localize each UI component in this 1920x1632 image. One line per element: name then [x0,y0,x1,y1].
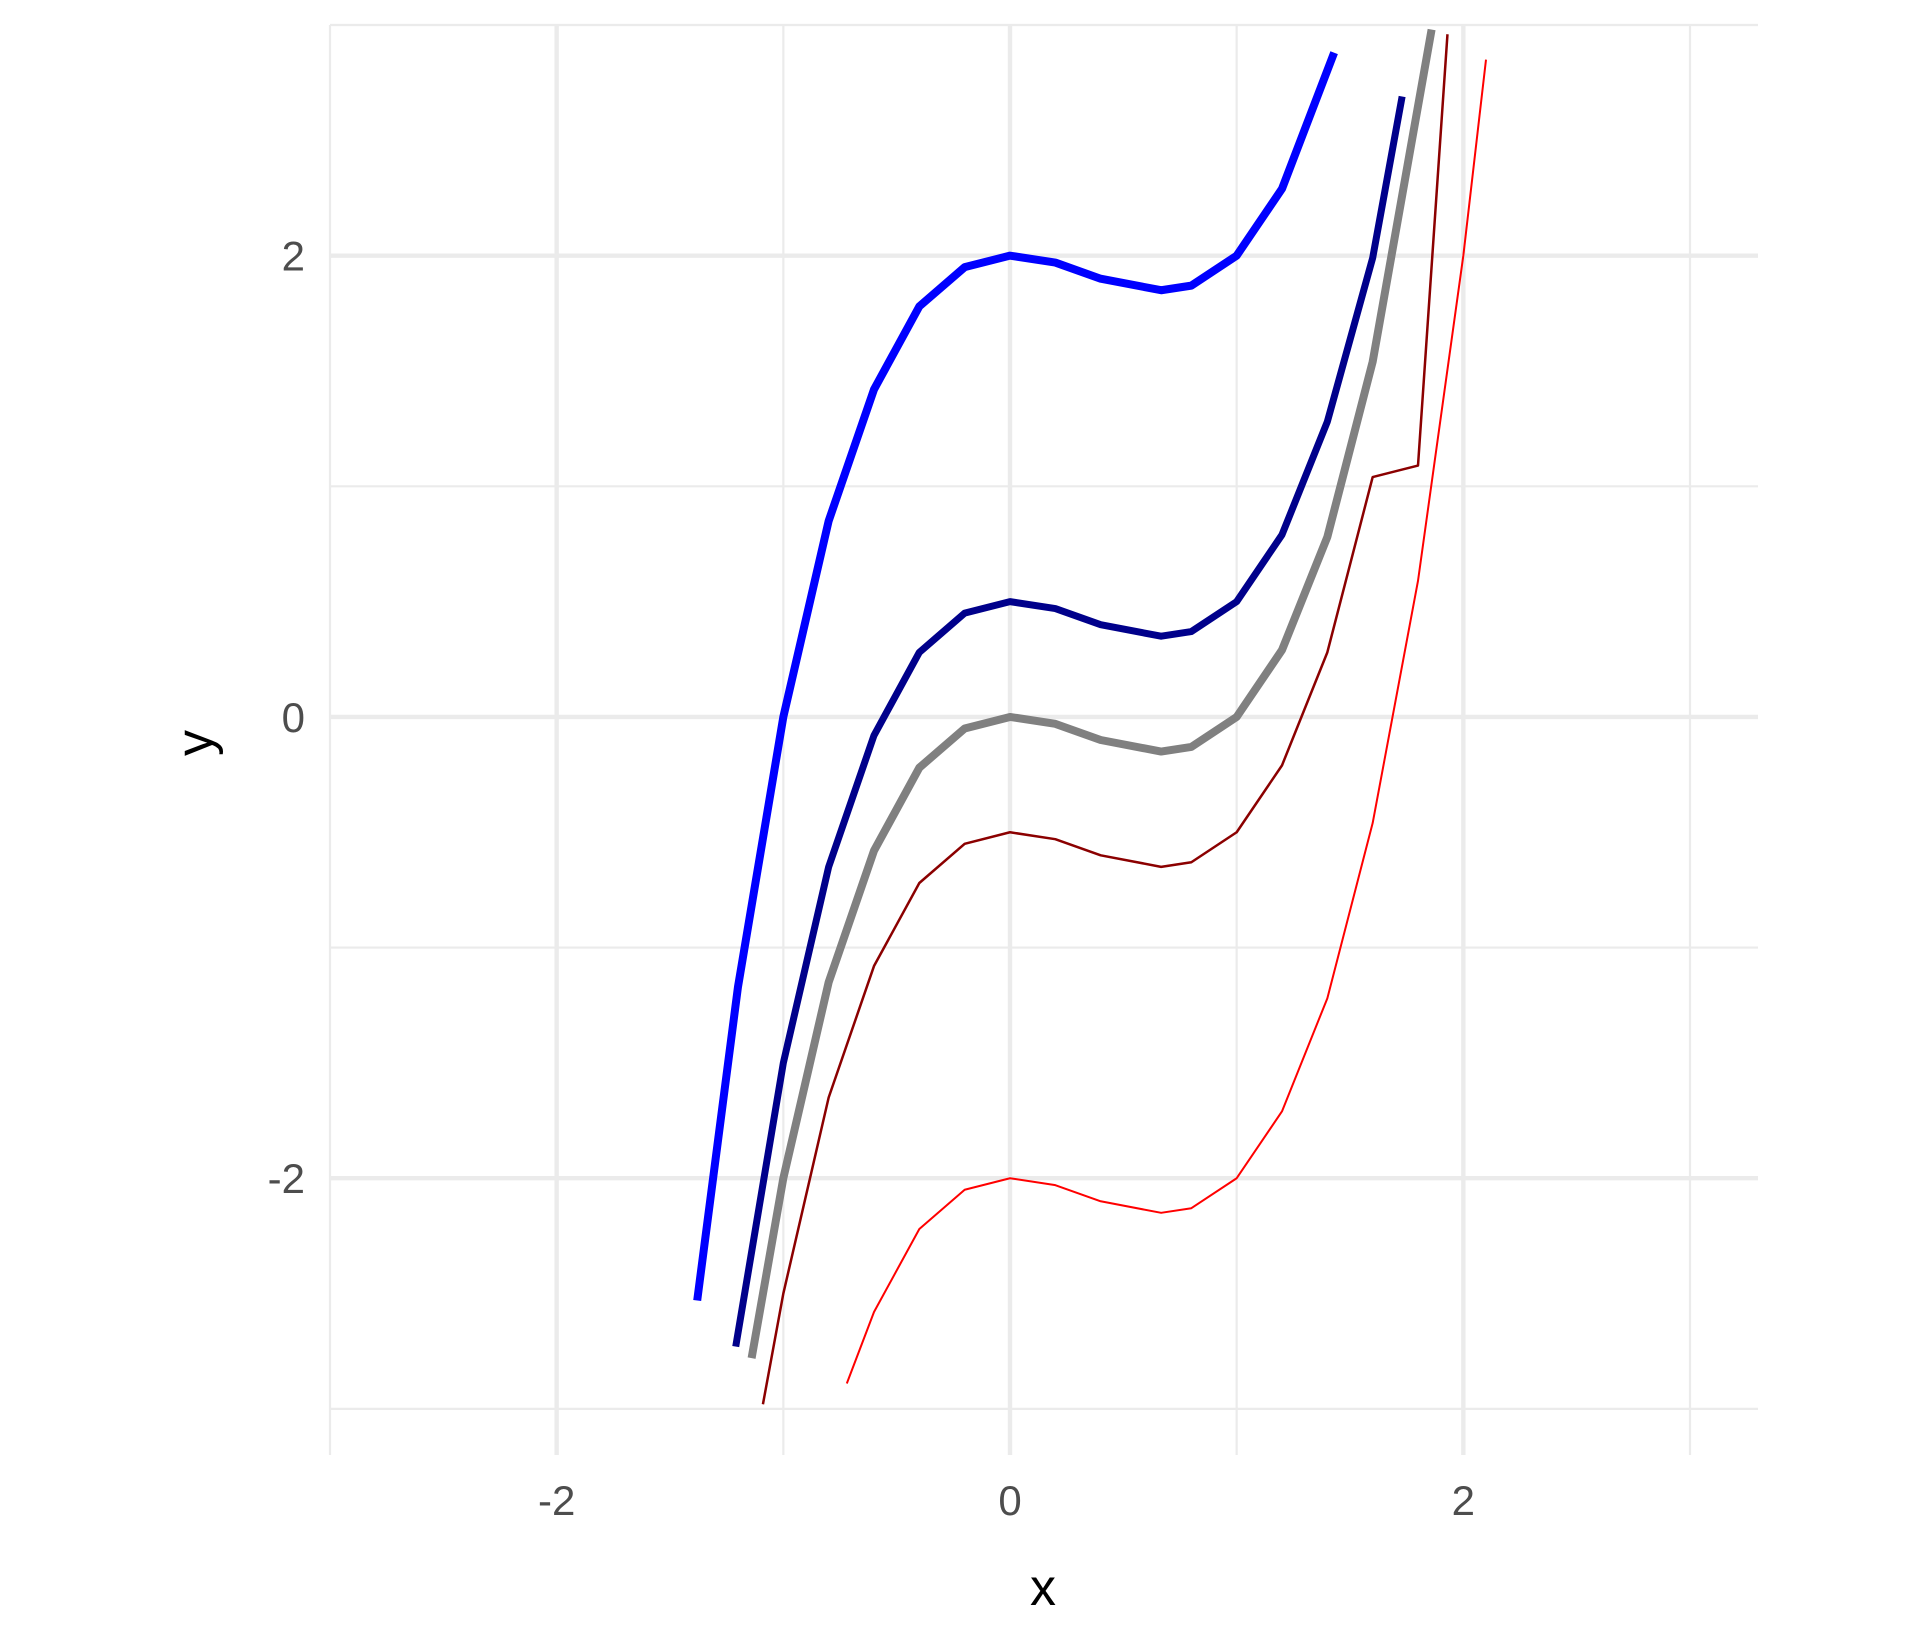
y-axis-tick-labels: -2 0 2 [268,233,305,1203]
series-layer [693,28,1487,1405]
x-axis-tick-labels: -2 0 2 [538,1477,1475,1524]
x-tick-label: 0 [998,1477,1021,1524]
series-line-5 [845,59,1487,1384]
y-tick-label: 2 [282,233,305,280]
major-gridlines [330,25,1758,1455]
y-tick-label: 0 [282,694,305,741]
x-axis-title: x [1030,1559,1056,1617]
x-tick-label: 2 [1452,1477,1475,1524]
series-line-1 [693,51,1338,1301]
y-axis-title: y [166,730,224,756]
series-line-4 [761,34,1449,1405]
y-tick-label: -2 [268,1155,305,1202]
series-line-2 [732,95,1406,1348]
x-tick-label: -2 [538,1477,575,1524]
series-line-3 [747,28,1436,1359]
